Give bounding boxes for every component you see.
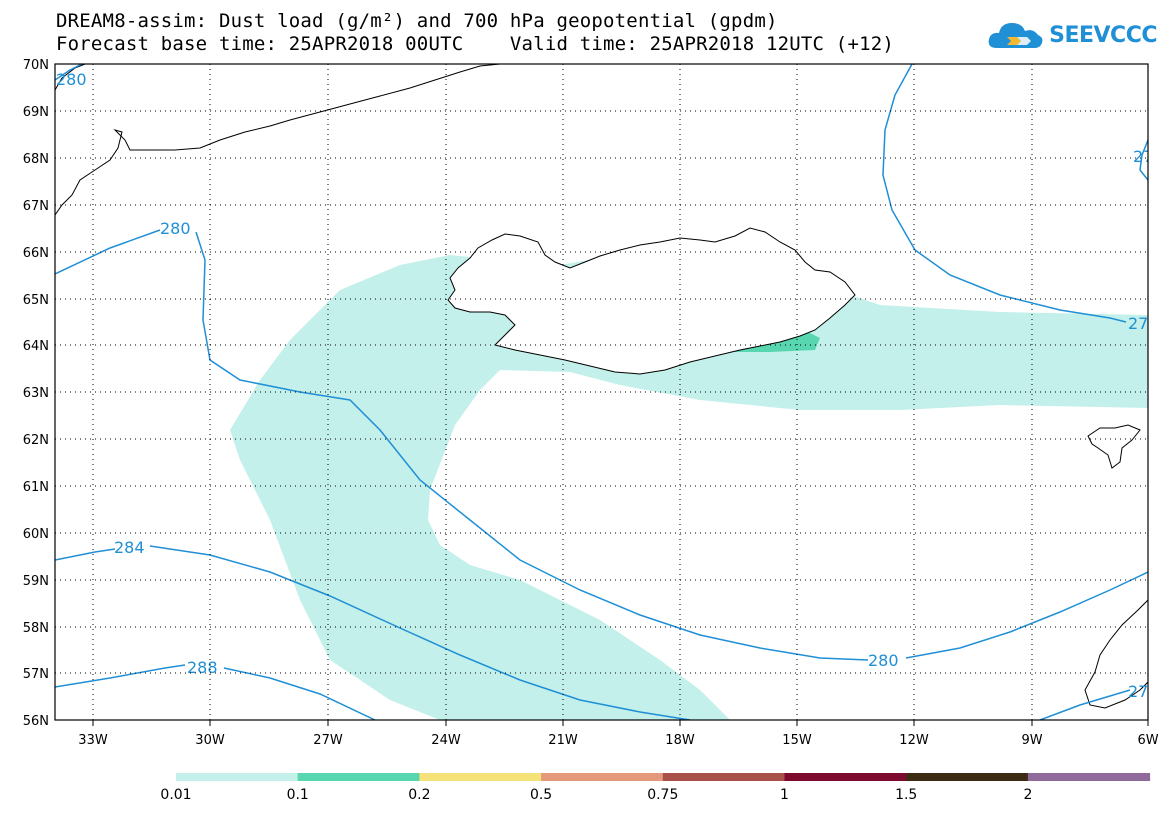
- scale-label: 0.75: [647, 787, 678, 803]
- scale-label: 0.2: [408, 787, 430, 803]
- scale-swatch: [784, 773, 907, 781]
- scotland-coast: [1084, 599, 1148, 709]
- lon-label: 33W: [78, 733, 108, 748]
- contour-labels: 280 280 284 288 280 27 27 27: [56, 70, 1153, 701]
- lat-label: 69N: [23, 105, 49, 120]
- lon-label: 27W: [313, 733, 343, 748]
- lat-label: 62N: [23, 433, 49, 448]
- graticule: [55, 64, 1148, 720]
- lon-label: 15W: [782, 733, 812, 748]
- color-scale: 0.01 0.1 0.2 0.5 0.75 1 1.5 2: [160, 773, 1151, 803]
- map-title: DREAM8-assim: Dust load (g/m²) and 700 h…: [56, 10, 778, 32]
- cloud-icon: [988, 23, 1043, 48]
- lat-label: 57N: [23, 667, 49, 682]
- latitude-labels: 70N 69N 68N 67N 66N 65N 64N 63N 62N 61N …: [23, 58, 49, 729]
- lon-label: 21W: [548, 733, 578, 748]
- contour-280-west: [55, 229, 1148, 661]
- logo-text: SEEVCCC: [1049, 22, 1157, 48]
- lon-label: 30W: [195, 733, 225, 748]
- contour-284: [55, 545, 691, 720]
- lat-label: 66N: [23, 246, 49, 261]
- seevccc-logo: SEEVCCC: [987, 18, 1157, 52]
- lon-label: 6W: [1137, 733, 1158, 748]
- svg-text:284: 284: [114, 538, 145, 557]
- lat-label: 63N: [23, 386, 49, 401]
- map-subtitle: Forecast base time: 25APR2018 00UTC Vali…: [56, 33, 895, 55]
- lon-label: 18W: [665, 733, 695, 748]
- lat-label: 58N: [23, 621, 49, 636]
- scale-swatch: [541, 773, 664, 781]
- lat-label: 61N: [23, 480, 49, 495]
- svg-text:280: 280: [56, 70, 87, 89]
- scale-swatch: [297, 773, 420, 781]
- scale-swatch: [419, 773, 542, 781]
- lat-label: 64N: [23, 339, 49, 354]
- contour-280-nw: [55, 64, 83, 81]
- faroe-coast: [1087, 424, 1141, 469]
- longitude-labels: 33W 30W 27W 24W 21W 18W 15W 12W 9W 6W: [78, 733, 1158, 748]
- scale-label: 1.5: [895, 787, 917, 803]
- scale-swatch: [906, 773, 1029, 781]
- svg-text:27: 27: [1128, 314, 1148, 333]
- lon-label: 12W: [899, 733, 929, 748]
- lon-label: 9W: [1021, 733, 1042, 748]
- dust-shading-low: [230, 255, 1148, 720]
- plot-frame: [54, 63, 1149, 721]
- svg-text:27: 27: [1128, 682, 1148, 701]
- svg-text:27: 27: [1133, 147, 1153, 166]
- lat-label: 67N: [23, 199, 49, 214]
- lat-label: 65N: [23, 293, 49, 308]
- lat-label: 59N: [23, 574, 49, 589]
- contour-280-east: [882, 64, 1127, 323]
- scale-label: 0.1: [287, 787, 309, 803]
- lon-label: 24W: [431, 733, 461, 748]
- lat-label: 60N: [23, 527, 49, 542]
- scale-label: 0.01: [160, 787, 191, 803]
- greenland-coast: [55, 64, 501, 216]
- iceland-coast: [447, 227, 856, 375]
- svg-text:280: 280: [160, 219, 191, 238]
- lat-label: 56N: [23, 714, 49, 729]
- lat-label: 70N: [23, 58, 49, 73]
- geopotential-contours: [55, 64, 1148, 720]
- scale-label: 0.5: [530, 787, 552, 803]
- svg-text:280: 280: [868, 651, 899, 670]
- scale-swatch: [176, 773, 299, 781]
- contour-288: [55, 664, 376, 720]
- tick-marks: [92, 720, 1149, 726]
- scale-label: 2: [1023, 787, 1032, 803]
- lat-label: 68N: [23, 152, 49, 167]
- scale-label: 1: [780, 787, 789, 803]
- contour-284-se: [1039, 689, 1131, 720]
- contour-276-ne: [1139, 139, 1148, 181]
- scale-swatch: [662, 773, 785, 781]
- svg-text:288: 288: [187, 658, 218, 677]
- scale-swatch: [1027, 773, 1151, 781]
